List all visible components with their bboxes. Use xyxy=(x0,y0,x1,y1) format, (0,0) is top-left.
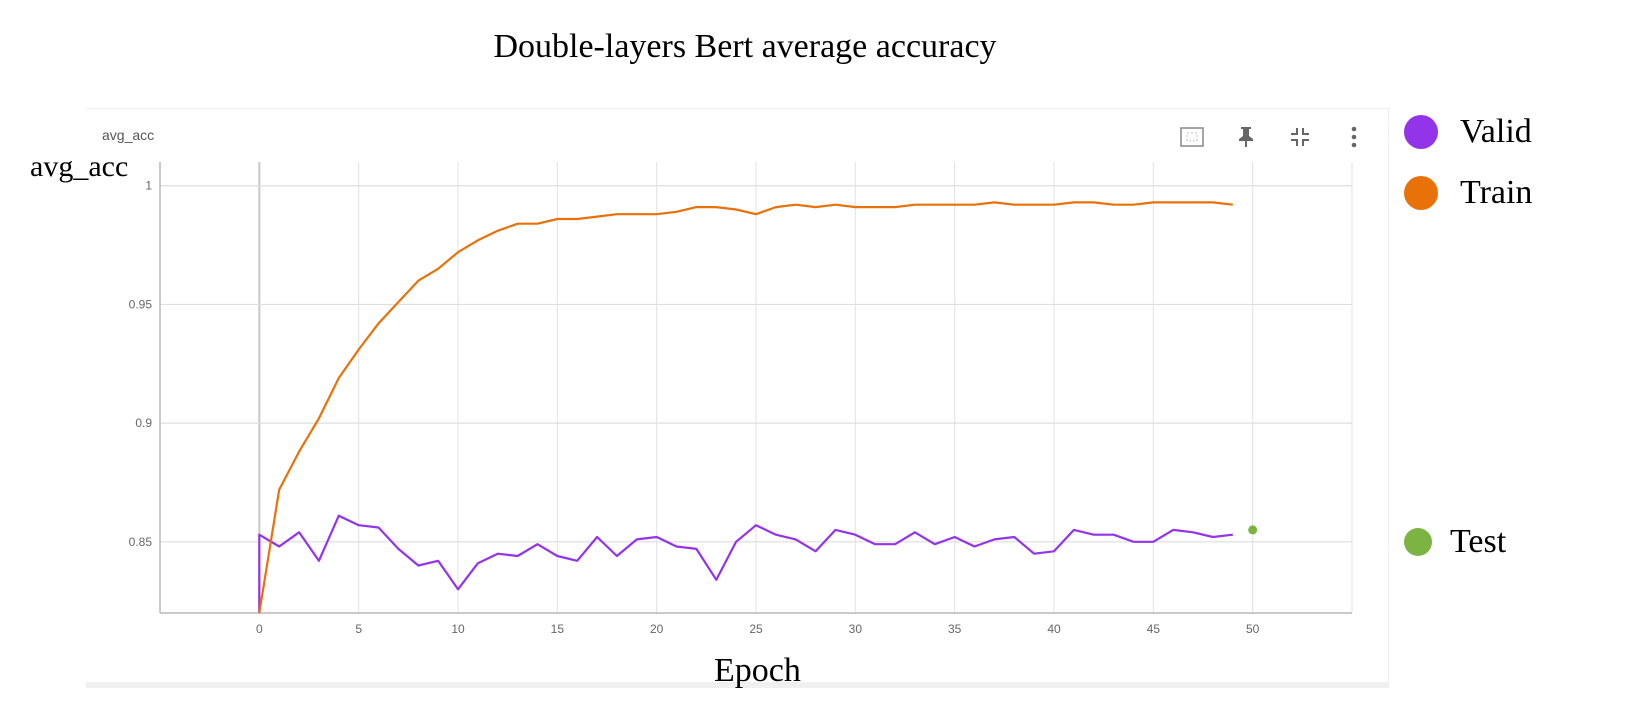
legend: Valid Train Test xyxy=(1404,0,1624,714)
legend-item-valid: Valid xyxy=(1404,113,1532,151)
x-tick-label: 30 xyxy=(849,622,863,636)
card-toolbar xyxy=(1178,123,1368,151)
legend-label-valid: Valid xyxy=(1460,113,1532,150)
y-tick-label: 0.9 xyxy=(135,416,152,430)
x-tick-label: 25 xyxy=(749,622,763,636)
x-tick-label: 5 xyxy=(355,622,362,636)
y-tick-label: 0.85 xyxy=(129,535,153,549)
legend-label-test: Test xyxy=(1450,523,1507,560)
x-tick-label: 45 xyxy=(1147,622,1161,636)
series-line-train xyxy=(258,201,1233,614)
card-label: avg_acc xyxy=(102,127,155,143)
chart-title: Double-layers Bert average accuracy xyxy=(493,28,997,65)
legend-item-test: Test xyxy=(1404,523,1506,561)
x-tick-label: 35 xyxy=(948,622,962,636)
point-test xyxy=(1248,525,1258,535)
fit-domain-icon[interactable] xyxy=(1178,123,1206,151)
collapse-icon[interactable] xyxy=(1286,123,1314,151)
legend-label-train: Train xyxy=(1460,174,1533,211)
series-line-valid xyxy=(258,514,1233,613)
legend-swatch-test xyxy=(1404,528,1432,556)
x-tick-label: 40 xyxy=(1047,622,1061,636)
x-axis-label: Epoch xyxy=(714,652,801,689)
x-tick-label: 10 xyxy=(451,622,465,636)
y-tick-label: 1 xyxy=(145,179,152,193)
chart-card: avg_acc xyxy=(86,108,1389,688)
pin-icon[interactable] xyxy=(1232,123,1260,151)
y-tick-label: 0.95 xyxy=(129,297,153,311)
legend-swatch-valid xyxy=(1404,115,1438,149)
x-tick-label: 0 xyxy=(256,622,263,636)
more-vert-icon[interactable] xyxy=(1340,123,1368,151)
x-tick-label: 15 xyxy=(551,622,565,636)
x-tick-label: 20 xyxy=(650,622,664,636)
legend-swatch-train xyxy=(1404,176,1438,210)
y-axis-label: avg_acc xyxy=(30,150,129,183)
legend-item-train: Train xyxy=(1404,174,1532,212)
x-tick-label: 50 xyxy=(1246,622,1260,636)
